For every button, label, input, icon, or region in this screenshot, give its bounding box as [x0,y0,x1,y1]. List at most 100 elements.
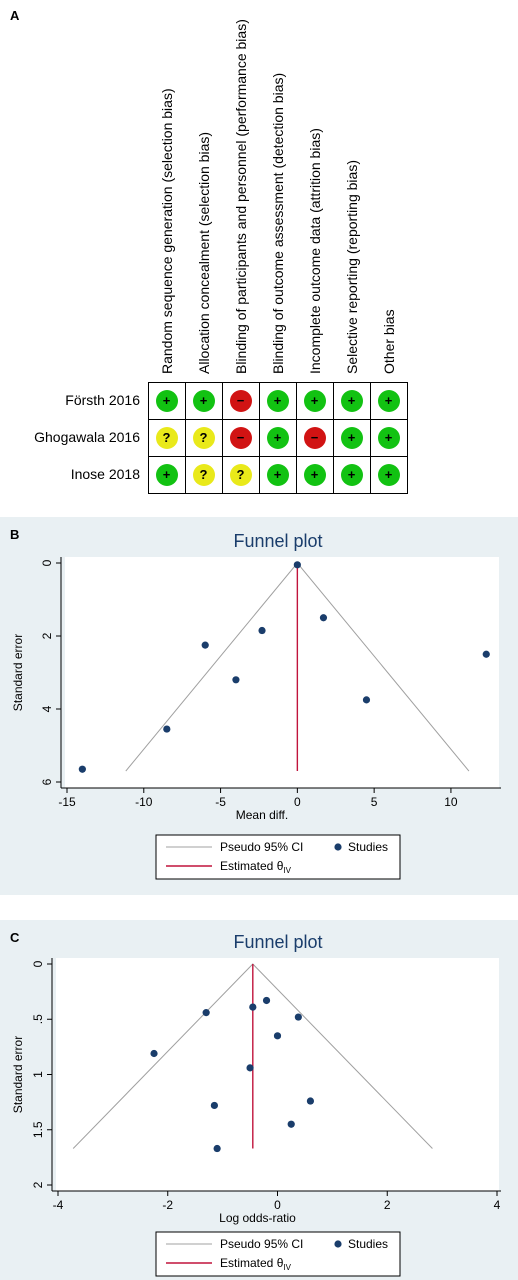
judgement-unclear-icon: ? [192,426,215,449]
domain-header: Selective reporting (reporting bias) [343,160,360,374]
judgement-low-icon: + [266,389,289,412]
judgement-low-icon: + [377,389,400,412]
chart-title: Funnel plot [233,932,322,952]
legend-ci-label: Pseudo 95% CI [220,1237,303,1251]
domain-header: Incomplete outcome data (attrition bias) [306,128,323,374]
rob-cell: ? [185,419,223,457]
study-point [293,561,301,569]
study-point [163,725,171,733]
judgement-low-icon: + [155,463,178,486]
x-tick-label: 0 [294,795,301,809]
judgement-unclear-icon: ? [155,426,178,449]
y-tick-label: 0 [31,960,45,967]
x-tick-label: 10 [444,795,458,809]
legend-estimate-label: Estimated θIV [220,859,292,875]
y-tick-label: 2 [40,632,54,639]
rob-cell: ? [148,419,186,457]
chart-title: Funnel plot [233,531,322,551]
rob-cell: − [222,419,260,457]
x-tick-label: -4 [53,1198,64,1212]
study-point [246,1064,254,1072]
study-point [482,650,490,658]
study-point [262,996,271,1005]
study-point [306,1097,315,1105]
judgement-low-icon: + [340,426,363,449]
rob-cell: + [259,419,297,457]
judgement-low-icon: + [266,426,289,449]
x-tick-label: -15 [58,795,76,809]
legend-estimate-label: Estimated θIV [220,1256,292,1272]
rob-cell: + [370,456,408,494]
judgement-high-icon: − [229,389,252,412]
domain-header: Blinding of participants and personnel (… [232,19,249,374]
funnel-plot-c-chart: Funnel plot 0 .5 1 1.5 2 -4 -2 0 2 4 Log odds-ratio… [11,932,501,1277]
study-point [78,765,86,773]
rob-cell: + [185,382,223,420]
rob-cell: − [222,382,260,420]
panel-letter-b: B [10,527,20,542]
study-point [287,1120,295,1128]
rob-cell: + [148,382,186,420]
y-tick-label: 2 [31,1181,45,1188]
y-tick-label: 0 [40,559,54,566]
legend-estimate-main: Estimated θ [220,1256,284,1270]
judgement-low-icon: + [340,463,363,486]
study-point [232,676,240,684]
rob-cell: + [333,456,371,494]
funnel-plot-panel-b: B Funnel plot 0 2 4 6 -15 -10 -5 0 5 10 Mean diff. S… [0,517,518,895]
x-tick-label: -5 [215,795,226,809]
study-point [213,1144,221,1153]
study-point [249,1003,257,1011]
study-point [273,1032,282,1040]
x-tick-label: -2 [162,1198,173,1212]
y-tick-label: 6 [40,778,54,785]
domain-header: Allocation concealment (selection bias) [195,131,212,374]
x-axis-label: Mean diff. [236,808,288,822]
judgement-low-icon: + [377,463,400,486]
domain-header: Blinding of outcome assessment (detectio… [269,72,286,374]
judgement-low-icon: + [303,463,326,486]
y-axis-label: Standard error [11,1036,25,1113]
funnel-plot-b-chart: Funnel plot 0 2 4 6 -15 -10 -5 0 5 10 Mean diff. Sta… [11,531,501,880]
study-point [362,696,371,704]
legend-box [155,834,401,880]
rob-cell: + [259,456,297,494]
y-tick-label: .5 [31,1014,45,1024]
rob-cell: + [333,382,371,420]
rob-cell: + [370,382,408,420]
study-point [210,1101,218,1110]
judgement-high-icon: − [229,426,252,449]
judgement-high-icon: − [303,426,326,449]
study-point [258,626,266,635]
rob-cell: + [296,382,334,420]
rob-cell: ? [222,456,260,494]
domain-header: Other bias [380,309,397,374]
study-point [294,1013,302,1021]
y-axis-label: Standard error [11,634,25,711]
x-tick-label: 4 [494,1198,501,1212]
rob-cell: − [296,419,334,457]
legend-estimate-main: Estimated θ [220,859,284,873]
study-point [202,1009,210,1017]
legend-estimate-subscript: IV [283,866,291,875]
study-point [201,641,209,649]
study-label: Inose 2018 [70,466,140,482]
rob-cell: + [259,382,297,420]
judgement-low-icon: + [340,389,363,412]
y-tick-label: 1.5 [31,1121,45,1138]
risk-of-bias-panel: A Random sequence generation (selection … [0,0,518,505]
study-label: Försth 2016 [65,392,140,408]
x-axis-label: Log odds-ratio [219,1211,296,1225]
judgement-unclear-icon: ? [192,463,215,486]
judgement-low-icon: + [266,463,289,486]
legend-estimate-subscript: IV [283,1263,291,1272]
y-tick-label: 1 [31,1071,45,1078]
rob-cell: + [296,456,334,494]
domain-header: Random sequence generation (selection bi… [158,88,175,374]
legend-ci-label: Pseudo 95% CI [220,840,303,854]
x-tick-label: -10 [135,795,153,809]
judgement-low-icon: + [377,426,400,449]
panel-letter-a: A [10,8,20,23]
rob-cell: + [333,419,371,457]
study-label: Ghogawala 2016 [34,429,140,445]
